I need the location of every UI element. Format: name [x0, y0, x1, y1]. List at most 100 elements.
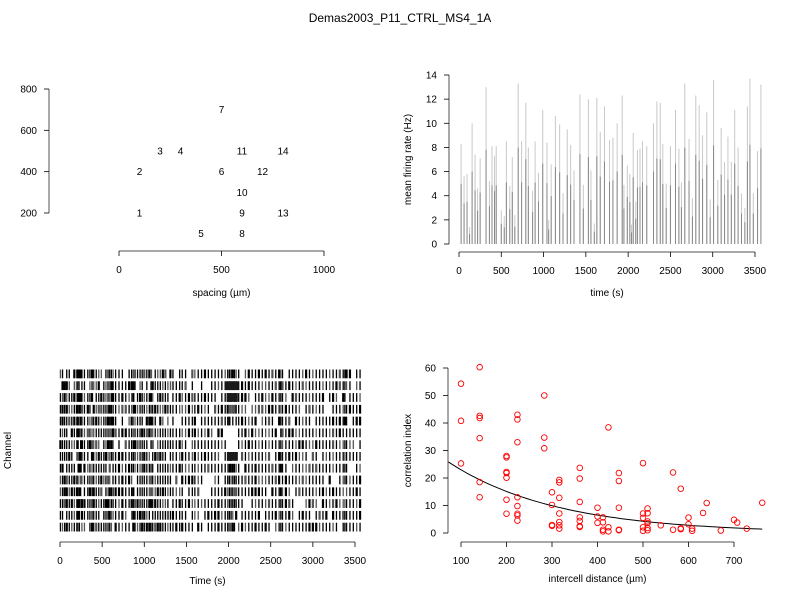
correlation-point	[685, 514, 692, 521]
corr-y-tick-label: 0	[430, 529, 436, 540]
figure-title: Demas2003_P11_CTRL_MS4_1A	[308, 11, 492, 25]
corr-y-tick-label: 50	[425, 391, 437, 402]
firing-rate-plot: 0 500 1000 1500 2000 2500 3000 3500 0 2 4 6 8 10 12 14 t…	[403, 71, 767, 300]
correlation-point	[703, 499, 710, 507]
layout-y-tick-label: 200	[20, 209, 37, 220]
correlation-point	[514, 510, 521, 518]
electrode-label: 1	[137, 209, 143, 220]
raster-x-tick-label: 2000	[217, 556, 240, 567]
correlation-point	[605, 528, 612, 535]
correlation-point	[644, 509, 651, 517]
correlation-point	[639, 459, 647, 467]
layout-x-axis-title: spacing (µm)	[193, 288, 251, 299]
corr-x-tick-label: 100	[453, 556, 470, 567]
correlation-point	[476, 494, 483, 501]
correlation-point	[717, 527, 725, 534]
correlation-point	[699, 509, 707, 517]
corr-x-tick-label: 400	[589, 556, 606, 567]
correlation-point	[688, 527, 696, 535]
correlation-point	[576, 498, 584, 506]
correlation-point	[644, 527, 651, 534]
correlation-point	[476, 414, 483, 422]
rate-y-tick-label: 14	[426, 71, 438, 82]
correlation-point	[457, 460, 465, 467]
correlation-point	[644, 519, 651, 527]
correlation-point	[503, 454, 510, 461]
electrode-label: 3	[157, 147, 163, 158]
electrode-label: 11	[237, 147, 248, 158]
layout-x-tick-label: 0	[116, 265, 122, 276]
correlation-point	[576, 523, 584, 531]
correlation-point	[605, 523, 612, 531]
electrode-label: 12	[257, 167, 269, 178]
correlation-point	[615, 504, 623, 511]
correlation-point	[514, 494, 521, 501]
rate-y-tick-label: 6	[431, 167, 437, 178]
raster-x-tick-label: 3000	[302, 556, 325, 567]
rate-y-tick-label: 8	[431, 143, 437, 154]
layout-x-tick-label: 500	[213, 265, 230, 276]
correlation-point	[639, 514, 647, 522]
raster-y-axis-title: Channel	[3, 432, 14, 469]
dense-burst-region	[225, 381, 239, 391]
corr-x-tick-label: 500	[635, 556, 652, 567]
corr-x-tick-label: 600	[680, 556, 697, 567]
rate-y-tick-label: 0	[431, 240, 437, 251]
correlation-point	[615, 477, 623, 485]
correlation-point	[503, 474, 510, 481]
electrode-label: 9	[239, 209, 245, 220]
electrode-label: 8	[239, 229, 245, 240]
raster-x-tick-label: 500	[94, 556, 111, 567]
correlation-point	[503, 469, 510, 477]
rate-x-tick-label: 1000	[532, 266, 555, 277]
correlation-point	[576, 475, 584, 482]
electrode-label: 5	[198, 229, 204, 240]
corr-y-tick-label: 20	[425, 474, 437, 485]
rate-y-tick-label: 12	[426, 95, 438, 106]
correlation-point	[669, 469, 677, 476]
correlation-point	[556, 510, 563, 517]
electrode-label: 4	[178, 147, 184, 158]
raster-x-tick-label: 0	[57, 556, 63, 567]
corr-y-tick-label: 40	[425, 419, 437, 430]
raster-x-tick-label: 1000	[133, 556, 156, 567]
raster-plot: 0 500 1000 1500 2000 2500 3000 3500 Time (s) Chan…	[3, 369, 367, 587]
correlation-point	[576, 464, 584, 472]
correlation-point	[758, 499, 766, 507]
rate-x-axis-title: time (s)	[590, 288, 623, 299]
correlation-point	[541, 434, 548, 441]
correlation-point	[476, 363, 483, 371]
rate-x-tick-label: 3000	[702, 266, 725, 277]
correlation-point	[594, 513, 601, 520]
rate-x-tick-label: 2500	[659, 266, 682, 277]
rate-y-axis-title: mean firing rate (Hz)	[403, 114, 414, 205]
correlation-point	[514, 502, 521, 510]
layout-x-tick-label: 1000	[313, 265, 336, 276]
correlation-point	[615, 527, 623, 534]
dense-burst-region	[226, 452, 238, 461]
raster-x-tick-label: 3500	[344, 556, 367, 567]
correlation-point	[677, 525, 685, 533]
rate-x-tick-label: 1500	[575, 266, 598, 277]
correlation-point	[503, 510, 510, 518]
correlation-point	[615, 469, 623, 477]
correlation-point	[514, 517, 521, 524]
correlation-point	[514, 411, 521, 419]
correlation-point	[548, 489, 556, 496]
layout-y-tick-label: 400	[20, 167, 37, 178]
correlation-point	[657, 522, 664, 529]
correlation-point	[639, 523, 647, 531]
correlation-point	[541, 445, 548, 452]
corr-y-tick-label: 10	[425, 501, 437, 512]
correlation-point	[576, 514, 584, 521]
rate-y-tick-label: 2	[431, 215, 437, 226]
correlation-point	[457, 417, 465, 425]
raster-x-tick-label: 1500	[175, 556, 198, 567]
correlation-point	[476, 434, 483, 442]
correlation-point	[514, 439, 521, 446]
rate-x-tick-label: 0	[456, 266, 462, 277]
correlation-point	[669, 526, 677, 533]
correlation-point	[688, 525, 696, 532]
